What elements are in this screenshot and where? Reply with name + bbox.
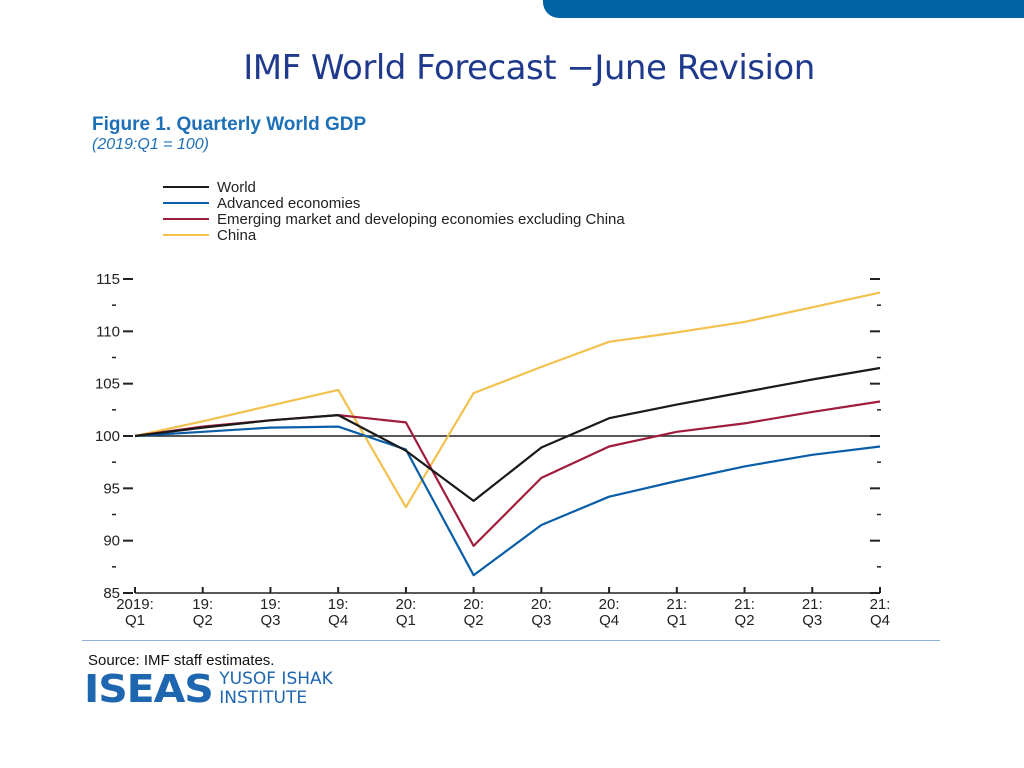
logo-line-2: INSTITUTE [219,688,308,708]
x-tick-label: Q1 [125,612,145,629]
x-tick-label: Q2 [193,612,213,629]
legend-label-china: China [217,226,257,244]
logo-line-1: YUSOF ISHAK [219,669,333,689]
x-tick-label: Q4 [328,612,348,629]
x-tick-label: Q1 [396,612,416,629]
y-tick-label: 100 [95,428,120,445]
y-tick-label: 95 [103,480,120,497]
iseas-logo: ISEAS YUSOF ISHAK INSTITUTE [84,669,333,709]
legend-item-advanced: Advanced economies [163,194,625,212]
china-line [134,291,881,509]
x-tick-label: 21: [870,596,891,613]
legend-item-china: China [163,226,625,244]
x-tick-label: 21: [802,596,823,613]
x-tick-label: 19: [192,596,213,613]
legend-item-world: World [163,178,625,196]
y-tick-label: 115 [96,271,120,288]
x-tick-label: Q3 [531,612,551,629]
x-tick-label: Q1 [667,612,687,629]
footer-divider [82,640,940,641]
y-tick-label: 110 [96,323,120,340]
x-tick-label: 20: [395,596,416,613]
x-tick-label: Q4 [599,612,619,629]
figure-title: Figure 1. Quarterly World GDP [92,114,367,135]
x-tick-label: Q3 [260,612,280,629]
world-line [134,366,881,502]
gdp-line-chart: 2019:Q119:Q219:Q319:Q420:Q120:Q220:Q320:… [95,271,891,629]
advanced-economies-line [134,425,881,577]
legend-swatch-world [163,186,209,188]
x-tick-label: 21: [734,596,755,613]
chart-legend: World Advanced economies Emerging market… [163,178,625,244]
legend-label-emerging: Emerging market and developing economies… [217,210,625,228]
logo-text: YUSOF ISHAK INSTITUTE [219,670,333,708]
y-tick-label: 90 [103,533,120,550]
x-tick-label: Q3 [802,612,822,629]
header-accent-bar [543,0,1024,18]
legend-item-emerging: Emerging market and developing economies… [163,210,625,228]
x-tick-label: Q2 [735,612,755,629]
x-tick-label: 20: [463,596,484,613]
x-tick-label: 20: [531,596,552,613]
x-tick-label: Q4 [870,612,890,629]
x-tick-label: 2019: [116,596,154,613]
y-tick-label: 105 [95,376,120,393]
legend-label-world: World [217,178,256,196]
legend-swatch-china [163,234,209,236]
legend-swatch-emerging [163,218,209,220]
source-note: Source: IMF staff estimates. [88,652,275,669]
figure-subtitle: (2019:Q1 = 100) [92,136,209,153]
slide-title: IMF World Forecast −June Revision [243,48,815,88]
logo-mark: ISEAS [84,667,214,711]
x-tick-label: 19: [328,596,349,613]
legend-label-advanced: Advanced economies [217,194,361,212]
y-tick-label: 85 [103,585,120,602]
x-tick-label: Q2 [464,612,484,629]
x-tick-label: 21: [666,596,687,613]
legend-swatch-advanced [163,202,209,204]
x-tick-label: 20: [599,596,620,613]
x-tick-label: 19: [260,596,281,613]
